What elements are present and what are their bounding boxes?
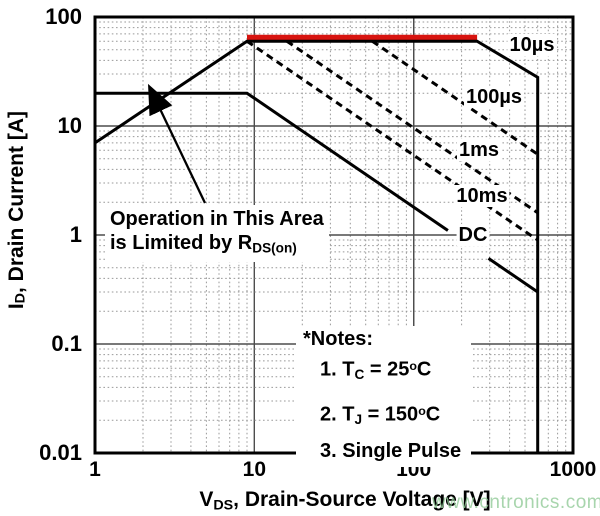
notes-block: *Notes: 1. TC = 25oC 2. TJ = 150oC 3. Si… <box>296 326 472 467</box>
note1-sup: o <box>409 359 417 373</box>
curve-label-0: 10µs <box>507 34 557 56</box>
note1-mid: = 25 <box>364 358 410 381</box>
y-axis-title-text: ID, Drain Current [A] <box>5 111 29 309</box>
note2-mid: = 150 <box>362 403 419 426</box>
note3-text: 3. Single Pulse <box>320 439 462 462</box>
curve-0-solid <box>94 39 540 453</box>
rdson-annotation-line2-text: is Limited by R <box>110 232 253 254</box>
curve-3-dashed <box>246 39 461 189</box>
note-item-2: 2. TJ = 150oC <box>320 400 461 431</box>
curve-3-dashed <box>485 203 539 242</box>
y-tick-0.1: 0.1 <box>51 331 82 356</box>
y-axis-title: ID, Drain Current [A] <box>0 0 34 420</box>
rdson-annotation-line1: Operation in This Area <box>110 208 324 230</box>
curve-label-2: 1ms <box>456 139 502 161</box>
y-tick-1: 1 <box>69 222 82 247</box>
x-tick-10: 10 <box>242 458 266 481</box>
watermark: www.cntronics.com <box>432 492 600 513</box>
y-title-rest: , Drain Current [A] <box>5 110 28 293</box>
curve-1-dashed <box>371 39 539 156</box>
curve-label-1: 100µs <box>463 86 525 108</box>
x-tick-1000: 1000 <box>549 458 597 481</box>
y-title-subscript: D <box>12 292 29 304</box>
x-axis-title: VDS, Drain-Source Voltage [V] <box>100 488 590 514</box>
note-item-3: 3. Single Pulse <box>320 440 461 463</box>
note1-post: C <box>416 358 432 381</box>
note2-pre: 2. T <box>320 403 355 426</box>
y-tick-0.01: 0.01 <box>39 440 82 465</box>
curve-4-solid <box>487 257 539 294</box>
x-title-rest: , Drain-Source Voltage [V] <box>233 488 491 511</box>
note2-sup: o <box>418 403 426 418</box>
y-tick-10: 10 <box>57 113 82 138</box>
curve-label-3: 10ms <box>454 185 510 207</box>
x-tick-1: 1 <box>89 458 101 481</box>
curve-2-dashed <box>286 39 539 215</box>
note2-sub: J <box>354 411 363 427</box>
rdson-annotation-line2-subscript: DS(on) <box>252 240 297 256</box>
note1-pre: 1. T <box>320 358 355 381</box>
notes-header: *Notes: <box>303 328 374 350</box>
curve-4-solid <box>95 91 449 232</box>
y-title-symbol: I <box>5 303 28 310</box>
x-title-symbol: V <box>199 488 214 511</box>
curve-label-4: DC <box>456 224 490 246</box>
note-item-1: 1. TC = 25oC <box>320 355 461 386</box>
note1-sub: C <box>354 366 365 382</box>
rdson-annotation: Operation in This Area is Limited by RDS… <box>105 205 329 263</box>
rdson-annotation-line2: is Limited by RDS(on) <box>110 231 324 260</box>
x-title-subscript: DS <box>213 497 234 514</box>
annotation-arrow <box>148 83 207 204</box>
note2-post: C <box>425 403 441 426</box>
y-tick-100: 100 <box>45 4 82 29</box>
